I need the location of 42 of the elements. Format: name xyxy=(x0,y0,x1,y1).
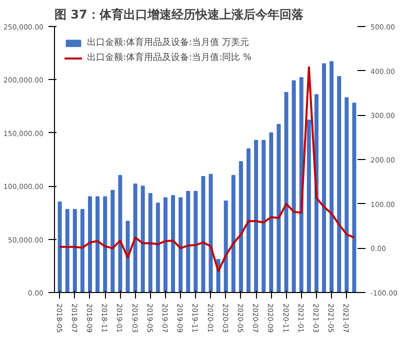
bar xyxy=(276,124,281,292)
bar xyxy=(306,120,311,292)
bar xyxy=(314,94,318,292)
bar xyxy=(337,76,342,292)
bar xyxy=(96,196,100,292)
bar xyxy=(156,202,160,292)
bar xyxy=(163,197,168,292)
bar xyxy=(148,193,152,292)
chart-title: 图 37：体育出口增速经历快速上涨后今年回落 xyxy=(54,8,304,22)
bar xyxy=(178,197,183,292)
bar xyxy=(65,209,70,292)
bar xyxy=(133,183,138,292)
bar xyxy=(344,97,349,292)
bar xyxy=(208,174,213,292)
bar xyxy=(224,200,228,292)
bar xyxy=(269,132,274,292)
bar xyxy=(58,202,62,292)
bar xyxy=(246,148,251,292)
bar xyxy=(126,220,130,292)
bar xyxy=(118,174,122,292)
line-series xyxy=(58,66,356,272)
bar xyxy=(262,140,266,292)
bar xyxy=(322,63,326,292)
legend-label: 出口金额:体育用品及设备:当月值 万美元 xyxy=(87,36,249,49)
legend-label: 出口金额:体育用品及设备:当月值:同比 % xyxy=(87,51,252,64)
bar xyxy=(171,195,176,292)
bar xyxy=(186,190,190,292)
bar xyxy=(103,196,108,292)
bar xyxy=(231,174,236,292)
bar xyxy=(330,61,334,292)
bar xyxy=(72,209,77,292)
bar xyxy=(201,176,206,292)
bar xyxy=(80,209,84,292)
bar xyxy=(88,196,92,292)
bar xyxy=(194,190,198,292)
bar xyxy=(110,190,115,292)
bar xyxy=(238,161,243,292)
bar xyxy=(140,186,145,292)
bar xyxy=(284,92,288,292)
bar xyxy=(292,80,296,292)
bar xyxy=(254,140,258,292)
bar xyxy=(352,102,356,292)
